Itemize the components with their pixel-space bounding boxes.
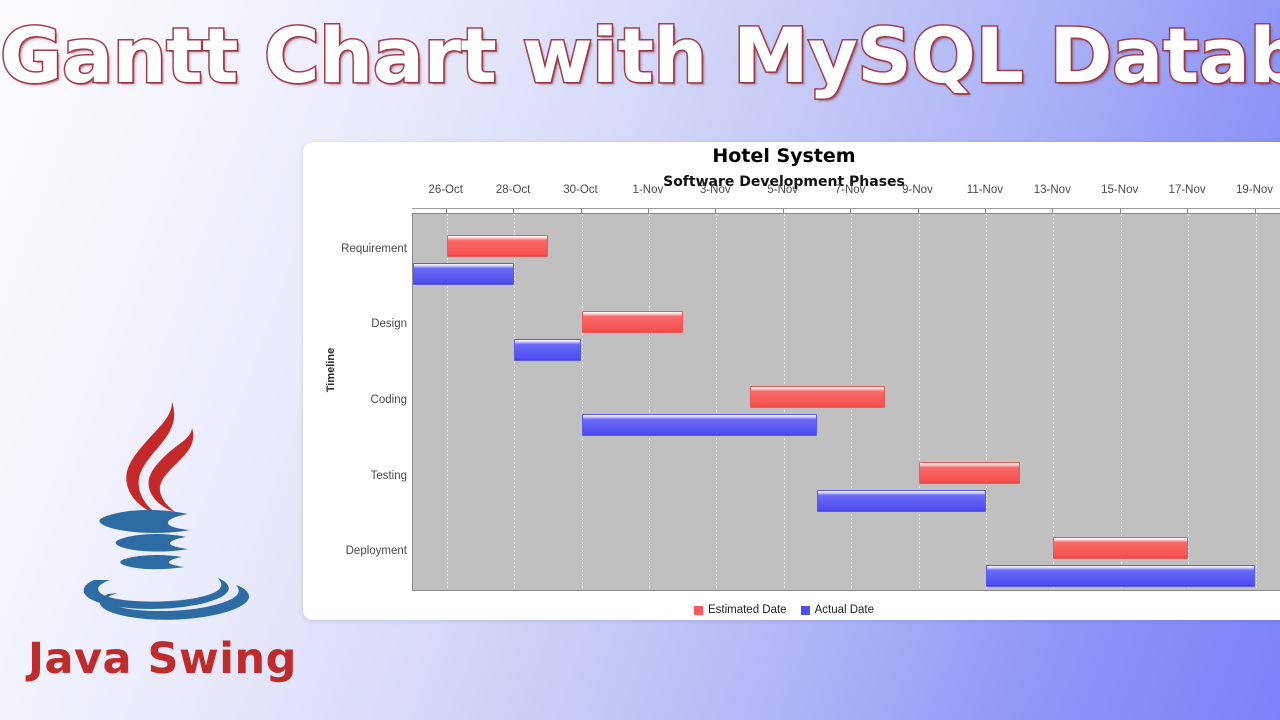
gridline <box>446 214 448 590</box>
y-axis-category-label: Coding <box>370 394 407 406</box>
x-axis-tick-label: 15-Nov <box>1101 184 1139 196</box>
java-swing-label: Java Swing <box>28 634 297 684</box>
x-axis-tick-label: 9-Nov <box>902 184 933 196</box>
x-axis-tick <box>1052 208 1054 213</box>
legend-label: Actual Date <box>814 604 875 616</box>
gridline <box>648 214 650 590</box>
gantt-bar[interactable] <box>985 565 1256 588</box>
java-steam-icon <box>126 402 194 515</box>
x-axis-tick <box>850 208 852 213</box>
y-axis-category-label: Requirement <box>341 242 407 255</box>
x-axis-tick <box>1119 208 1121 213</box>
x-axis-line <box>412 208 1280 209</box>
gantt-chart-panel: Hotel System Software Development Phases… <box>303 142 1280 620</box>
gridline <box>1255 214 1257 590</box>
x-axis-tick-label: 1-Nov <box>632 184 664 196</box>
x-axis-tick-label: 19-Nov <box>1235 184 1274 196</box>
x-axis-tick <box>917 208 919 213</box>
gantt-bar[interactable] <box>581 414 818 437</box>
gantt-bar[interactable] <box>750 386 885 409</box>
gantt-bar[interactable] <box>446 235 548 257</box>
x-axis-tick-label: 13-Nov <box>1033 184 1071 196</box>
gantt-bar[interactable] <box>817 489 986 512</box>
x-axis-tick-label: 5-Nov <box>767 184 799 196</box>
legend-item[interactable]: Actual Date <box>800 604 875 616</box>
x-axis-tick-label: 11-Nov <box>966 184 1003 196</box>
x-axis-tick <box>1254 208 1256 213</box>
java-cup-icon <box>83 510 250 620</box>
gantt-bar[interactable] <box>581 310 683 333</box>
gridline <box>1188 214 1190 590</box>
y-axis-category-label: Deployment <box>345 545 407 558</box>
x-axis-tick <box>1187 208 1189 213</box>
gridline <box>514 214 516 590</box>
y-axis-category-label: Testing <box>370 469 407 482</box>
gridline <box>581 214 583 590</box>
x-axis-tick <box>782 208 784 213</box>
x-axis-tick-labels: 26-Oct 28-Oct 30-Oct 1-Nov 3-Nov 5-Nov 7-Nov 9-… <box>303 142 1280 620</box>
gridline <box>1120 214 1122 590</box>
x-axis-tick <box>513 208 515 213</box>
x-axis-tick-label: 30-Oct <box>563 184 598 196</box>
x-axis-tick-label: 7-Nov <box>834 184 866 196</box>
gridline <box>918 214 920 590</box>
java-cup-logo <box>48 398 268 628</box>
chart-title: Hotel System <box>712 145 856 167</box>
x-axis-tick <box>715 208 717 213</box>
legend-item[interactable]: Estimated Date <box>693 604 787 616</box>
page-title: Gantt Chart with MySQL Database <box>0 10 1280 102</box>
gantt-bar[interactable] <box>918 461 1020 484</box>
x-axis-tick <box>580 208 582 213</box>
gantt-bar[interactable] <box>413 263 515 285</box>
x-axis-tick-label: 28-Oct <box>495 184 531 196</box>
gridline <box>985 214 987 590</box>
x-axis-tick <box>984 208 986 213</box>
gridline <box>1053 214 1055 590</box>
x-axis-tick <box>647 208 649 213</box>
gantt-bar[interactable] <box>1053 537 1189 560</box>
legend-label: Estimated Date <box>707 604 787 616</box>
x-axis-tick-label: 17-Nov <box>1168 184 1206 196</box>
gantt-plot-area <box>412 213 1280 591</box>
x-axis-tick-label: 3-Nov <box>699 184 731 196</box>
legend-swatch-icon <box>693 605 703 615</box>
gridline <box>716 214 718 590</box>
x-axis-tick <box>445 208 447 213</box>
gantt-bar[interactable] <box>514 338 582 361</box>
y-axis-category-label: Design <box>371 318 407 331</box>
chart-subtitle: Software Development Phases <box>663 174 905 190</box>
legend-swatch-icon <box>800 605 810 615</box>
x-axis-tick-label: 26-Oct <box>428 184 463 196</box>
chart-legend: Estimated Date Actual Date <box>303 604 1265 616</box>
